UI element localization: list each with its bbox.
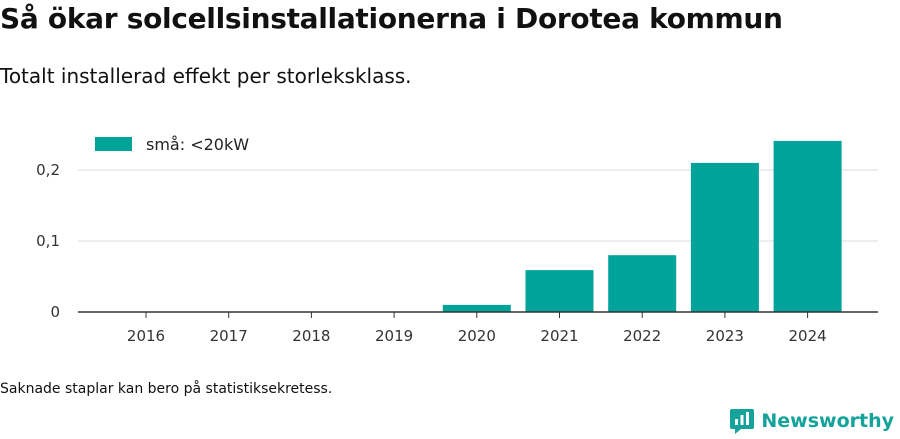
x-tick-label: 2017 xyxy=(210,327,248,345)
bar-2022 xyxy=(608,255,677,312)
x-tick-label: 2022 xyxy=(623,327,661,345)
y-tick-label: 0,1 xyxy=(36,232,60,250)
bar-chart: 0 0,1 0,2 2016 2017 2018 2019 2020 2021 2022 2023… xyxy=(36,135,878,345)
x-tick-label: 2024 xyxy=(789,327,827,345)
y-tick-label: 0,2 xyxy=(36,161,60,179)
y-axis-ticks: 0 0,1 0,2 xyxy=(36,161,60,321)
bar-2024 xyxy=(773,140,842,312)
legend: små: <20kW xyxy=(95,135,249,154)
bars xyxy=(442,140,842,312)
brand-name: Newsworthy xyxy=(761,410,894,432)
footnote: Saknade staplar kan bero på statistiksek… xyxy=(0,381,333,397)
x-axis-ticks: 2016 2017 2018 2019 2020 2021 2022 2023 2024 xyxy=(127,312,827,345)
chart-title: Så ökar solcellsinstallationerna i Dorot… xyxy=(0,2,783,35)
x-tick-label: 2023 xyxy=(706,327,744,345)
legend-label: små: <20kW xyxy=(146,135,249,154)
x-tick-label: 2021 xyxy=(540,327,578,345)
bar-2021 xyxy=(525,270,594,312)
newsworthy-logo-icon xyxy=(730,409,755,434)
x-tick-label: 2018 xyxy=(292,327,330,345)
x-tick-label: 2019 xyxy=(375,327,413,345)
brand: Newsworthy xyxy=(729,407,894,435)
legend-swatch xyxy=(95,137,132,151)
bar-2020 xyxy=(442,304,511,312)
x-tick-label: 2020 xyxy=(458,327,496,345)
chart-subtitle: Totalt installerad effekt per storlekskl… xyxy=(0,64,412,88)
y-tick-label: 0 xyxy=(50,303,60,321)
bar-2023 xyxy=(690,162,759,312)
x-tick-label: 2016 xyxy=(127,327,165,345)
